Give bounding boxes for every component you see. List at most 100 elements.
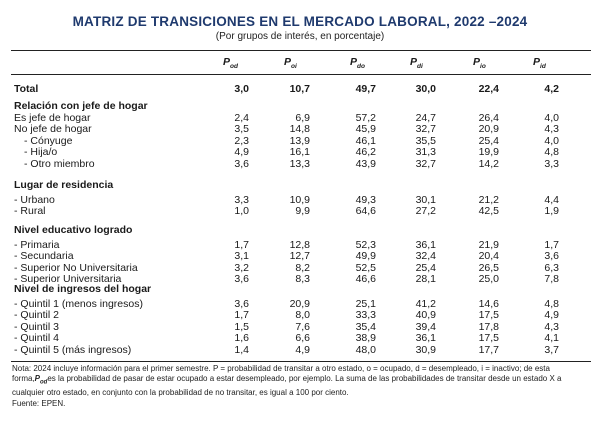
note-symbol: Pod (34, 374, 48, 386)
column-header-od: Pod (223, 56, 238, 71)
cell-od: 1,6 (234, 332, 249, 344)
cell-oi: 6,9 (295, 112, 310, 124)
cell-io: 19,9 (478, 146, 499, 158)
cell-oi: 8,2 (295, 262, 310, 274)
row-label: - Superior Universitaria (14, 273, 122, 285)
cell-od: 2,4 (234, 112, 249, 124)
cell-oi: 8,0 (295, 309, 310, 321)
table-row: - Quintil 1 (menos ingresos) 3,6 20,9 25,1 4… (14, 299, 590, 310)
cell-io: 14,6 (478, 298, 499, 310)
table-row: - Superior Universitaria 3,6 8,3 46,6 28,1 25… (14, 274, 590, 285)
table-row: - Quintil 3 1,5 7,6 35,4 39,4 17,8 4,3 (14, 322, 590, 333)
cell-do: 46,2 (355, 146, 376, 158)
row-label: - Cónyuge (24, 135, 73, 147)
cell-do: 52,3 (355, 239, 376, 251)
cell-oi: 13,9 (289, 135, 310, 147)
row-label: - Quintil 1 (menos ingresos) (14, 298, 143, 310)
cell-do: 49,9 (355, 250, 376, 262)
cell-di: 41,2 (415, 298, 436, 310)
cell-io: 17,8 (478, 321, 499, 333)
table-row: Es jefe de hogar 2,4 6,9 57,2 24,7 26,4 4,0 (14, 113, 590, 124)
row-label: - Otro miembro (24, 158, 95, 170)
note-text-2: es la probabilidad de pasar de estar ocu… (12, 374, 562, 398)
table-row: - Quintil 4 1,6 6,6 38,9 36,1 17,5 4,1 (14, 333, 590, 344)
cell-di: 25,4 (415, 262, 436, 274)
column-header-di: Pdi (410, 56, 423, 71)
cell-id: 3,6 (544, 250, 559, 262)
table-title: MATRIZ DE TRANSICIONES EN EL MERCADO LAB… (72, 14, 528, 29)
table-row: - Quintil 2 1,7 8,0 33,3 40,9 17,5 4,9 (14, 310, 590, 321)
cell-do: 25,1 (355, 298, 376, 310)
table-row: - Hija/o 4,9 16,1 46,2 31,3 19,9 4,8 (14, 147, 590, 158)
row-label: - Hija/o (24, 146, 58, 158)
cell-do: 46,1 (355, 135, 376, 147)
table-row: - Cónyuge 2,3 13,9 46,1 35,5 25,4 4,0 (14, 136, 590, 147)
row-label: - Primaria (14, 239, 60, 251)
cell-od: 3,2 (234, 262, 249, 274)
cell-od: 1,0 (234, 205, 249, 217)
cell-do: 33,3 (355, 309, 376, 321)
cell-od: 1,4 (234, 344, 249, 356)
table-row: No jefe de hogar 3,5 14,8 45,9 32,7 20,9 4,3 (14, 124, 590, 135)
cell-od: 3,0 (234, 83, 249, 95)
cell-id: 1,9 (544, 205, 559, 217)
section-title: Lugar de residencia (14, 179, 114, 191)
cell-di: 24,7 (415, 112, 436, 124)
cell-od: 3,5 (234, 123, 249, 135)
cell-di: 39,4 (415, 321, 436, 333)
cell-io: 25,0 (478, 273, 499, 285)
cell-id: 4,3 (544, 321, 559, 333)
cell-di: 30,0 (415, 83, 436, 95)
row-label: - Secundaria (14, 250, 74, 262)
cell-io: 42,5 (478, 205, 499, 217)
cell-do: 49,7 (355, 83, 376, 95)
cell-od: 3,6 (234, 273, 249, 285)
cell-di: 30,1 (415, 194, 436, 206)
cell-io: 21,2 (478, 194, 499, 206)
cell-id: 4,4 (544, 194, 559, 206)
row-label: - Quintil 5 (más ingresos) (14, 344, 132, 356)
section-title: Nivel de ingresos del hogar (14, 283, 152, 295)
row-label: - Quintil 2 (14, 309, 59, 321)
cell-id: 4,0 (544, 135, 559, 147)
cell-di: 28,1 (415, 273, 436, 285)
cell-oi: 16,1 (289, 146, 310, 158)
cell-id: 3,7 (544, 344, 559, 356)
cell-di: 32,7 (415, 158, 436, 170)
cell-id: 4,1 (544, 332, 559, 344)
cell-io: 21,9 (478, 239, 499, 251)
cell-od: 1,7 (234, 239, 249, 251)
cell-io: 22,4 (478, 83, 499, 95)
table-row: - Quintil 5 (más ingresos) 1,4 4,9 48,0 30,9… (14, 345, 590, 356)
column-header-do: Pdo (350, 56, 365, 71)
top-rule (11, 50, 591, 51)
table-row: - Secundaria 3,1 12,7 49,9 32,4 20,4 3,6 (14, 251, 590, 262)
cell-od: 1,7 (234, 309, 249, 321)
cell-oi: 12,8 (289, 239, 310, 251)
cell-oi: 9,9 (295, 205, 310, 217)
table-note: Nota: 2024 incluye información para el p… (12, 364, 590, 409)
cell-do: 49,3 (355, 194, 376, 206)
cell-oi: 20,9 (289, 298, 310, 310)
cell-di: 35,5 (415, 135, 436, 147)
section-title: Nivel educativo logrado (14, 224, 133, 236)
section-title: Relación con jefe de hogar (14, 100, 148, 112)
cell-di: 27,2 (415, 205, 436, 217)
total-row: Total 3,0 10,7 49,7 30,0 22,4 4,2 (14, 84, 590, 95)
cell-io: 25,4 (478, 135, 499, 147)
row-label: - Urbano (14, 194, 55, 206)
cell-od: 2,3 (234, 135, 249, 147)
cell-id: 4,8 (544, 146, 559, 158)
cell-oi: 10,9 (289, 194, 310, 206)
cell-id: 4,9 (544, 309, 559, 321)
cell-oi: 13,3 (289, 158, 310, 170)
cell-di: 32,7 (415, 123, 436, 135)
cell-od: 1,5 (234, 321, 249, 333)
cell-di: 36,1 (415, 239, 436, 251)
cell-od: 3,3 (234, 194, 249, 206)
cell-do: 48,0 (355, 344, 376, 356)
cell-od: 3,6 (234, 298, 249, 310)
cell-do: 64,6 (355, 205, 376, 217)
cell-do: 35,4 (355, 321, 376, 333)
